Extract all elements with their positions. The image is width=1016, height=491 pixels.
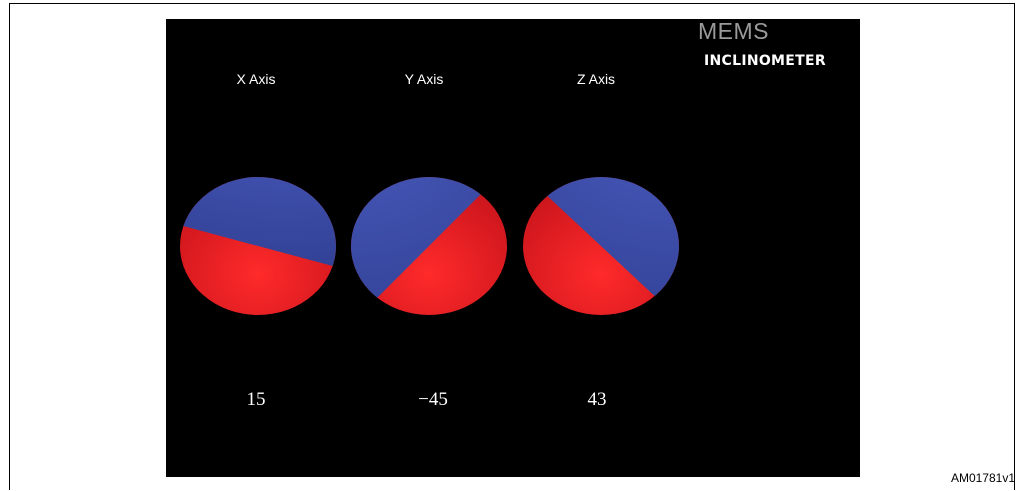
x-axis-tilt-indicator	[180, 177, 336, 315]
x-axis-value: 15	[246, 389, 266, 410]
figure-id: AM01781v1	[950, 471, 1015, 485]
z-axis-tilt-indicator	[523, 177, 679, 315]
z-axis-label: Z Axis	[576, 71, 616, 87]
y-axis-tilt-indicator	[351, 177, 507, 315]
x-axis-label: X Axis	[236, 71, 276, 87]
y-axis-value: −45	[418, 389, 448, 410]
z-axis-value: 43	[587, 389, 607, 410]
y-axis-label: Y Axis	[404, 71, 444, 87]
brand-inclinometer: INCLINOMETER	[704, 53, 826, 69]
brand-mems: MEMS	[698, 18, 769, 44]
figure-frame	[9, 3, 1015, 490]
inclinometer-screen: MEMS INCLINOMETER X Axis Y Axis Z Axis	[166, 18, 860, 477]
